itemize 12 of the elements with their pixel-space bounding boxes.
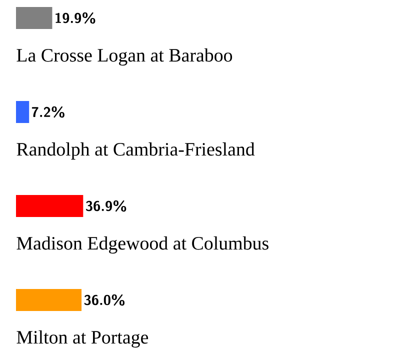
data-label: 19.9% — [55, 12, 96, 24]
bar — [16, 6, 52, 29]
bar — [16, 100, 30, 123]
data-label: 7.2% — [32, 106, 64, 118]
data-label: 36.9% — [86, 200, 126, 212]
bar — [16, 194, 84, 217]
y-tick-label: Randolph at Cambria-Friesland — [16, 142, 255, 160]
y-tick-label: La Crosse Logan at Baraboo — [16, 48, 232, 66]
data-label: 36.0% — [84, 294, 124, 306]
y-tick-label: Milton at Portage — [16, 330, 148, 348]
bar — [16, 289, 82, 311]
y-tick-label: Madison Edgewood at Columbus — [16, 236, 268, 254]
